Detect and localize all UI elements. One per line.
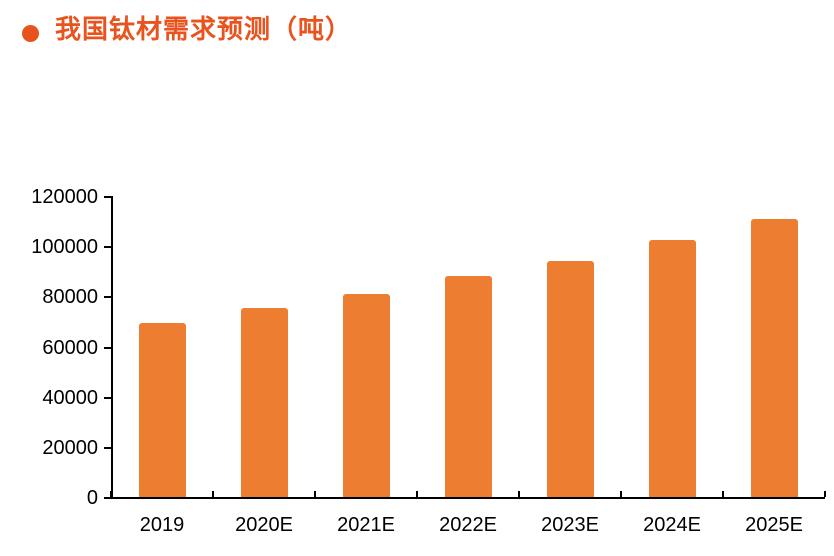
bar-2025E xyxy=(750,218,798,497)
x-axis-tick xyxy=(110,491,112,497)
y-axis-tick xyxy=(104,246,111,249)
y-axis-line xyxy=(111,196,113,499)
y-axis-tick-label: 40000 xyxy=(42,386,98,409)
bar-2023E xyxy=(546,261,594,497)
bar-2020E xyxy=(240,307,288,497)
y-axis-tick xyxy=(104,446,111,449)
y-axis-tick xyxy=(104,396,111,399)
bar-2022E xyxy=(444,276,492,497)
chart-title-row: 我国钛材需求预测（吨） xyxy=(0,0,834,60)
y-axis-tick-label: 80000 xyxy=(42,286,98,309)
y-axis-tick-label: 60000 xyxy=(42,336,98,359)
x-axis-category-label: 2021E xyxy=(337,514,395,536)
x-axis-line xyxy=(111,497,825,499)
bar-2021E xyxy=(342,293,390,497)
circle-bullet-icon xyxy=(22,25,39,42)
y-axis-tick-label: 120000 xyxy=(31,186,98,208)
x-axis-tick xyxy=(722,491,724,497)
x-axis-category-label: 2023E xyxy=(541,514,599,536)
x-axis-category-label: 2024E xyxy=(643,514,701,536)
y-axis-tick xyxy=(104,296,111,299)
x-axis-tick xyxy=(620,491,622,497)
y-axis-tick xyxy=(104,346,111,349)
x-axis-tick xyxy=(824,491,826,497)
y-axis-tick-label: 20000 xyxy=(42,436,98,459)
x-axis-tick xyxy=(518,491,520,497)
x-axis-tick xyxy=(212,491,214,497)
y-axis-tick xyxy=(104,196,111,198)
bar-2024E xyxy=(648,239,696,497)
y-axis-tick xyxy=(104,497,111,499)
x-axis-category-label: 2022E xyxy=(439,514,497,536)
x-axis-tick xyxy=(314,491,316,497)
y-axis-tick-label: 0 xyxy=(86,487,98,509)
chart-title: 我国钛材需求预测（吨） xyxy=(55,15,353,45)
x-axis-category-label: 2019 xyxy=(139,514,185,536)
x-axis-tick xyxy=(416,491,418,497)
x-axis-category-label: 2025E xyxy=(745,514,803,536)
x-axis-category-label: 2020E xyxy=(235,514,293,536)
bar-2019 xyxy=(138,322,186,497)
y-axis-tick-label: 100000 xyxy=(31,236,98,259)
